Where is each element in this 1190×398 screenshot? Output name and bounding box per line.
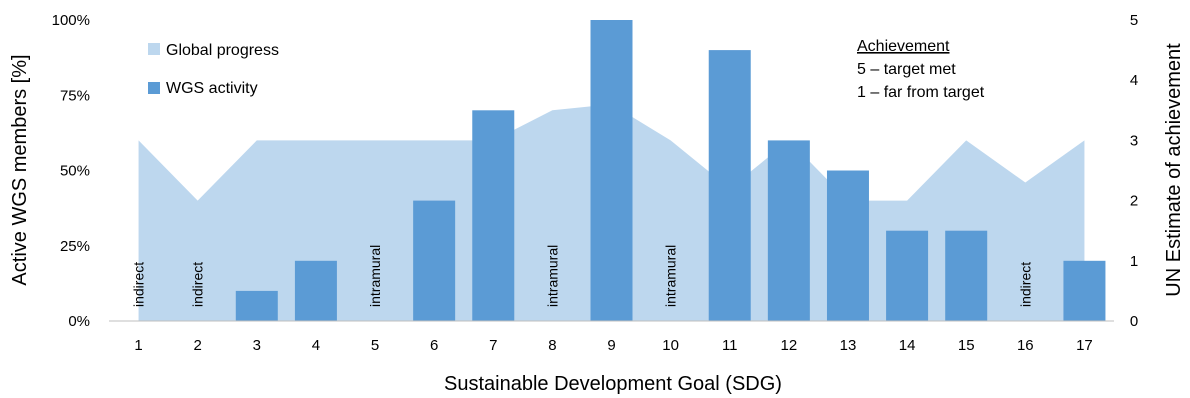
legend-swatch-global-progress xyxy=(148,43,160,55)
x-tick-label: 10 xyxy=(662,337,679,354)
y2-axis-title: UN Estimate of achievement xyxy=(1163,43,1185,297)
x-tick-label: 2 xyxy=(194,337,202,354)
right-y-axis-ticks: 0 1 2 3 4 5 xyxy=(1130,12,1138,330)
wgs-activity-bar-layer xyxy=(235,20,1106,321)
y2-tick-label: 3 xyxy=(1130,132,1138,149)
achievement-note-line-2: 1 – far from target xyxy=(857,84,985,101)
legend: Global progress WGS activity xyxy=(148,42,279,97)
achievement-note-title: Achievement xyxy=(857,38,950,55)
bar-sdg-13 xyxy=(826,170,869,321)
x-tick-label: 4 xyxy=(312,337,320,354)
achievement-note: Achievement 5 – target met 1 – far from … xyxy=(857,38,985,101)
y2-tick-label: 4 xyxy=(1130,72,1138,89)
bar-sdg-14 xyxy=(886,230,929,321)
bar-annotation-sdg-1: indirect xyxy=(131,262,147,307)
x-tick-label: 8 xyxy=(548,337,556,354)
x-tick-label: 13 xyxy=(840,337,857,354)
x-tick-label: 17 xyxy=(1076,337,1093,354)
plot-area: indirect indirect intramural intramural intr… xyxy=(109,20,1114,322)
y-tick-label: 100% xyxy=(52,12,90,29)
bar-sdg-15 xyxy=(945,230,988,321)
x-axis-title: Sustainable Development Goal (SDG) xyxy=(444,373,782,395)
x-tick-label: 12 xyxy=(781,337,798,354)
x-tick-label: 1 xyxy=(134,337,142,354)
y-tick-label: 75% xyxy=(60,87,90,104)
bar-sdg-4 xyxy=(294,260,337,321)
bar-annotation-sdg-5: intramural xyxy=(367,245,383,307)
y2-tick-label: 5 xyxy=(1130,12,1138,29)
x-tick-label: 6 xyxy=(430,337,438,354)
bar-sdg-11 xyxy=(708,50,751,321)
legend-label-wgs-activity: WGS activity xyxy=(166,80,258,97)
legend-label-global-progress: Global progress xyxy=(166,42,279,59)
x-tick-label: 7 xyxy=(489,337,497,354)
bar-sdg-12 xyxy=(767,140,810,321)
y2-tick-label: 1 xyxy=(1130,253,1138,270)
x-tick-label: 9 xyxy=(607,337,615,354)
bar-sdg-9 xyxy=(590,20,633,321)
y-tick-label: 25% xyxy=(60,238,90,255)
bar-sdg-3 xyxy=(235,290,278,321)
x-tick-label: 11 xyxy=(722,337,738,354)
y-tick-label: 50% xyxy=(60,163,90,180)
bar-sdg-6 xyxy=(413,200,456,321)
bar-annotation-sdg-16: indirect xyxy=(1017,262,1033,307)
bar-annotation-sdg-8: intramural xyxy=(544,245,560,307)
legend-swatch-wgs-activity xyxy=(148,82,160,94)
x-axis-ticks: 1 2 3 4 5 6 7 8 9 10 11 12 13 14 15 16 17 xyxy=(134,337,1092,354)
x-tick-label: 14 xyxy=(899,337,916,354)
y2-tick-label: 0 xyxy=(1130,313,1138,330)
bar-annotation-layer: indirect indirect intramural intramural intr… xyxy=(131,245,1034,307)
achievement-note-line-1: 5 – target met xyxy=(857,61,956,78)
x-tick-label: 5 xyxy=(371,337,379,354)
y2-tick-label: 2 xyxy=(1130,193,1138,210)
x-tick-label: 16 xyxy=(1017,337,1034,354)
bar-sdg-17 xyxy=(1063,260,1106,321)
bar-sdg-7 xyxy=(472,110,515,321)
x-tick-label: 3 xyxy=(253,337,261,354)
bar-annotation-sdg-10: intramural xyxy=(663,245,679,307)
y-axis-title: Active WGS members [%] xyxy=(9,54,31,285)
y-tick-label: 0% xyxy=(68,313,90,330)
left-y-axis-ticks: 0% 25% 50% 75% 100% xyxy=(52,12,90,330)
x-tick-label: 15 xyxy=(958,337,975,354)
bar-annotation-sdg-2: indirect xyxy=(190,262,206,307)
